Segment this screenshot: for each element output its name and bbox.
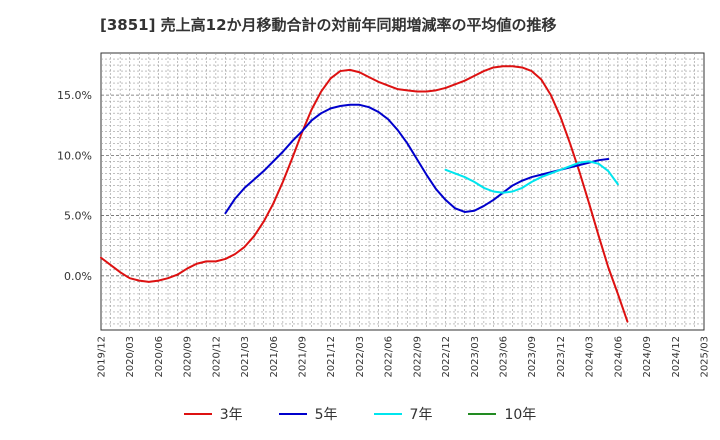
x-tick-label: 2019/12 [97,336,108,378]
x-tick-label: 2022/06 [384,336,395,378]
x-tick-label: 2021/12 [326,336,337,378]
series-line-1 [224,103,610,215]
x-tick-label: 2022/03 [355,336,366,378]
x-tick-label: 2023/09 [527,336,538,378]
legend-label: 10年 [504,407,537,423]
x-tick-label: 2022/09 [412,336,423,378]
y-tick-label: 15.0% [57,89,92,102]
legend-label: 3年 [219,407,243,423]
x-tick-label: 2021/06 [269,336,280,378]
legend-item: 10年 [468,404,536,424]
legend-label: 5年 [314,407,338,423]
x-tick-label: 2024/12 [671,336,682,378]
x-tick-label: 2021/09 [298,336,309,378]
series-line-0 [100,65,629,323]
legend-swatch [468,413,497,415]
x-tick-label: 2021/03 [240,336,251,378]
x-tick-label: 2025/03 [700,336,711,378]
x-tick-label: 2022/12 [441,336,452,378]
series-line-2 [444,160,619,194]
legend-swatch [278,413,307,415]
y-tick-label: 0.0% [64,270,92,283]
series-lines [100,65,629,323]
x-tick-label: 2024/06 [613,336,624,378]
x-tick-label: 2020/09 [183,336,194,378]
x-axis: 2019/12 2020/03 2020/06 2020/09 2020/12 2021/… [97,336,711,378]
legend-item: 7年 [373,404,433,424]
x-tick-label: 2020/12 [211,336,222,378]
x-tick-label: 2020/06 [154,336,165,378]
x-tick-label: 2024/09 [642,336,653,378]
x-tick-label: 2023/12 [556,336,567,378]
legend-swatch [373,413,402,415]
y-axis: 0.0% 5.0% 10.0% 15.0% [57,89,92,283]
legend-label: 7年 [409,407,433,423]
legend-item: 3年 [183,404,243,424]
legend-item: 5年 [278,404,338,424]
horizontal-grid [101,58,704,325]
x-tick-label: 2023/03 [470,336,481,378]
y-tick-label: 5.0% [64,210,92,223]
y-tick-label: 10.0% [57,149,92,162]
x-tick-label: 2020/03 [125,336,136,378]
chart-title: [3851] 売上高12か月移動合計の対前年同期増減率の平均値の推移 [100,16,557,34]
x-tick-label: 2024/03 [585,336,596,378]
legend: 3年 5年 7年 10年 [0,404,720,424]
x-tick-label: 2023/06 [499,336,510,378]
legend-swatch [183,413,212,415]
